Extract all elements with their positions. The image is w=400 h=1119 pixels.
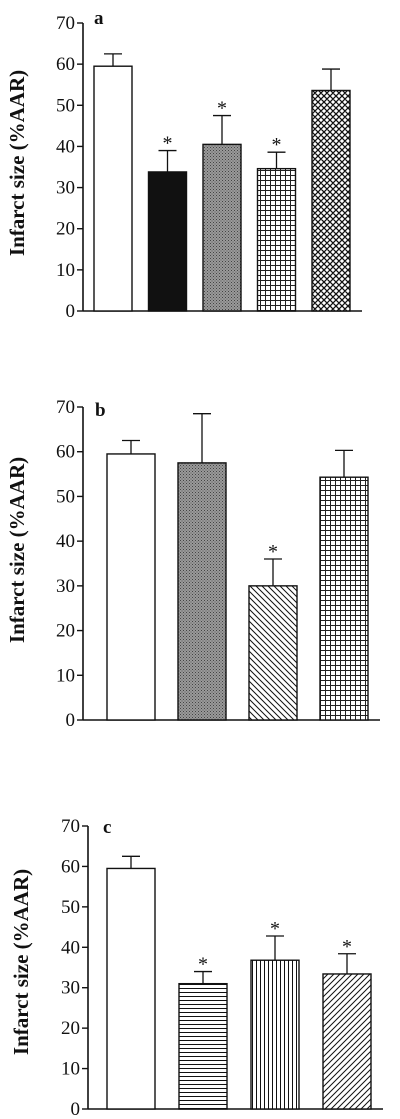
panel-c-y-tick-label: 70 xyxy=(61,816,80,837)
panel-c-y-tick-label: 60 xyxy=(61,856,80,877)
panel-a-ylabel: Infarct size (%AAR) xyxy=(5,70,29,256)
panel-b-bar xyxy=(177,462,227,721)
panel-c: c Infarct size (%AAR) 0 10 20 30 40 50 60 70 * * * xyxy=(9,816,383,1119)
panel-a: a Infarct size (%AAR) 0 10 20 30 40 50 60 70 * * * xyxy=(5,8,362,322)
panel-c-letter: c xyxy=(103,817,111,838)
panel-a-y-tick-label: 10 xyxy=(56,260,75,281)
panel-c-bar xyxy=(178,982,228,1110)
panel-b-y-tick-label: 70 xyxy=(56,397,75,418)
panel-c-y-tick-label: 20 xyxy=(61,1018,80,1039)
panel-b-y-tick-label: 0 xyxy=(66,710,76,731)
panel-b: b Infarct size (%AAR) 0 10 20 30 40 50 60 70 * xyxy=(5,397,380,731)
panel-a-marks: 0 10 20 30 40 50 60 70 * * * xyxy=(56,13,362,322)
panel-a-significance-marker: * xyxy=(163,133,173,155)
panel-a-y-tick-label: 70 xyxy=(56,13,75,34)
panel-a-letter: a xyxy=(94,8,104,29)
panel-c-bar xyxy=(250,959,300,1110)
panel-b-y-tick-label: 30 xyxy=(56,576,75,597)
panel-b-letter: b xyxy=(95,400,106,421)
panel-a-significance-marker: * xyxy=(217,98,227,120)
panel-b-y-tick-label: 40 xyxy=(56,531,75,552)
panel-a-bar xyxy=(93,65,133,312)
panel-c-y-tick-label: 10 xyxy=(61,1059,80,1080)
panel-a-y-tick-label: 60 xyxy=(56,54,75,75)
panel-c-marks: 0 10 20 30 40 50 60 70 * * * xyxy=(61,816,383,1119)
panel-c-y-tick-label: 40 xyxy=(61,937,80,958)
panel-b-marks: 0 10 20 30 40 50 60 70 * xyxy=(56,397,380,731)
panel-c-y-tick-label: 50 xyxy=(61,897,80,918)
panel-c-significance-marker: * xyxy=(342,936,352,958)
panel-c-y-tick-label: 30 xyxy=(61,978,80,999)
panel-b-bar xyxy=(106,453,156,721)
panel-a-bar xyxy=(147,171,188,312)
panel-c-ylabel: Infarct size (%AAR) xyxy=(9,869,33,1055)
panel-a-y-tick-label: 20 xyxy=(56,219,75,240)
panel-c-bar xyxy=(322,973,372,1110)
panel-a-y-tick-label: 50 xyxy=(56,95,75,116)
panel-a-y-tick-label: 30 xyxy=(56,178,75,199)
panel-c-significance-marker: * xyxy=(198,954,208,976)
panel-b-significance-marker: * xyxy=(268,541,278,563)
panel-b-y-tick-label: 50 xyxy=(56,486,75,507)
panel-a-bar xyxy=(202,143,242,312)
panel-a-bar xyxy=(256,167,297,312)
panel-a-bar xyxy=(311,89,351,312)
panel-a-significance-marker: * xyxy=(272,134,282,156)
panel-b-bar xyxy=(248,585,298,721)
panel-b-ylabel: Infarct size (%AAR) xyxy=(5,457,29,643)
panel-a-y-tick-label: 40 xyxy=(56,136,75,157)
panel-b-bar xyxy=(319,476,369,721)
panel-b-y-tick-label: 10 xyxy=(56,665,75,686)
panel-c-significance-marker: * xyxy=(270,918,280,940)
panel-b-y-tick-label: 20 xyxy=(56,621,75,642)
panel-a-y-tick-label: 0 xyxy=(66,301,76,322)
panel-b-y-tick-label: 60 xyxy=(56,442,75,463)
panel-c-bar xyxy=(106,867,156,1110)
panel-c-y-tick-label: 0 xyxy=(71,1099,81,1119)
